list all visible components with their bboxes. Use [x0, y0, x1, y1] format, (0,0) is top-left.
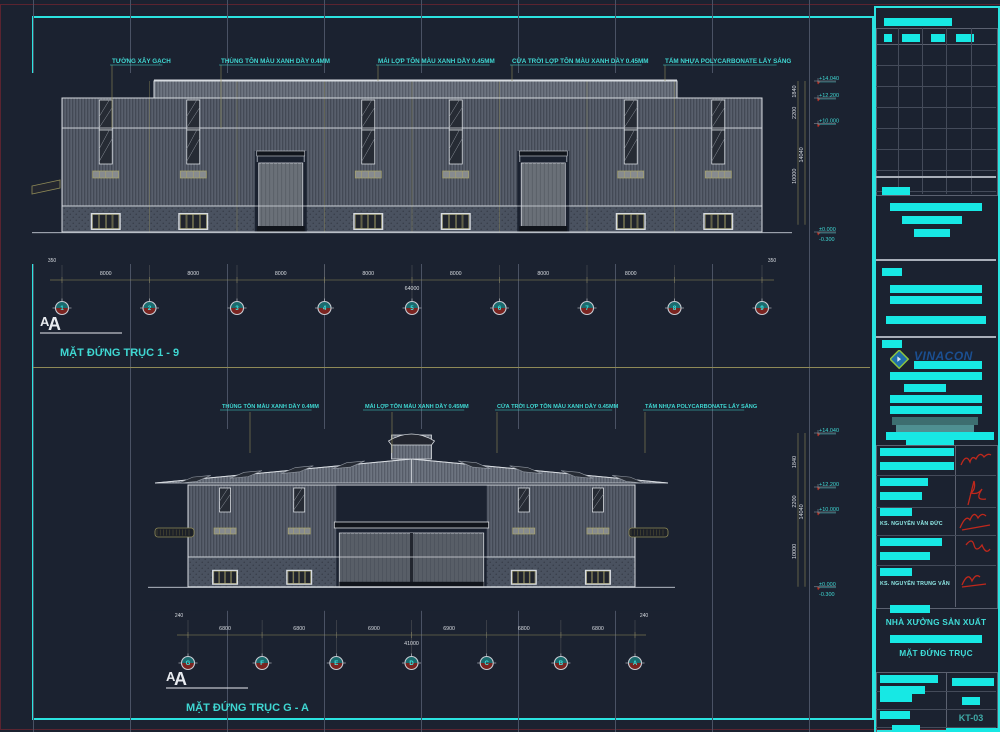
svg-text:-0.300: -0.300: [819, 592, 835, 598]
svg-text:64000: 64000: [405, 286, 420, 292]
svg-text:8000: 8000: [537, 271, 549, 277]
svg-text:MÁI LỢP TÔN MÀU XANH DẦY 0.45M: MÁI LỢP TÔN MÀU XANH DẦY 0.45MM: [365, 402, 469, 410]
svg-text:±0.000: ±0.000: [819, 227, 836, 233]
svg-text:10000: 10000: [792, 169, 798, 184]
svg-text:8000: 8000: [362, 271, 374, 277]
svg-text:14040: 14040: [799, 504, 805, 519]
svg-text:6800: 6800: [219, 626, 231, 632]
svg-text:6800: 6800: [592, 626, 604, 632]
svg-text:G: G: [186, 661, 191, 667]
svg-text:MẶT ĐỨNG TRỤC 1 - 9: MẶT ĐỨNG TRỤC 1 - 9: [60, 346, 179, 359]
svg-text:MÁI LỢP TÔN MÀU XANH DẦY 0.45M: MÁI LỢP TÔN MÀU XANH DẦY 0.45MM: [378, 55, 495, 65]
svg-text:6900: 6900: [443, 626, 455, 632]
svg-text:THÙNG TÔN MÀU XANH DẦY 0.4MM: THÙNG TÔN MÀU XANH DẦY 0.4MM: [222, 402, 319, 410]
svg-text:CỬA TRỜI LỢP TÔN MÀU XANH DẦY: CỬA TRỜI LỢP TÔN MÀU XANH DẦY 0.45MM: [512, 55, 649, 65]
svg-text:+12.200: +12.200: [819, 93, 839, 99]
svg-text:E: E: [334, 661, 338, 667]
svg-text:6800: 6800: [293, 626, 305, 632]
svg-text:F: F: [260, 661, 264, 667]
svg-text:+12.200: +12.200: [819, 482, 839, 488]
svg-text:240: 240: [640, 613, 649, 619]
svg-text:6800: 6800: [518, 626, 530, 632]
svg-text:TẤM NHỰA POLYCARBONATE LẤY SÁN: TẤM NHỰA POLYCARBONATE LẤY SÁNG: [665, 55, 791, 65]
svg-text:8000: 8000: [450, 271, 462, 277]
svg-text:±0.000: ±0.000: [819, 582, 836, 588]
svg-text:10000: 10000: [792, 544, 798, 559]
svg-text:14040: 14040: [799, 147, 805, 162]
svg-text:C: C: [485, 661, 490, 667]
svg-text:1840: 1840: [792, 85, 798, 97]
svg-text:A: A: [48, 314, 61, 334]
svg-text:8000: 8000: [187, 271, 199, 277]
svg-text:TƯỜNG XÂY GẠCH: TƯỜNG XÂY GẠCH: [112, 56, 171, 65]
svg-text:B: B: [559, 661, 564, 667]
svg-text:A: A: [633, 661, 638, 667]
svg-text:1840: 1840: [792, 456, 798, 468]
svg-text:CỬA TRỜI LỢP TÔN MÀU XANH DẦY: CỬA TRỜI LỢP TÔN MÀU XANH DẦY 0.45MM: [497, 402, 619, 410]
svg-text:-0.300: -0.300: [819, 237, 835, 243]
svg-text:THÙNG TÔN MÀU XANH DẦY 0.4MM: THÙNG TÔN MÀU XANH DẦY 0.4MM: [221, 55, 330, 65]
svg-text:A: A: [174, 669, 187, 689]
svg-text:2200: 2200: [792, 107, 798, 119]
svg-text:TẤM NHỰA POLYCARBONATE LẤY SÁN: TẤM NHỰA POLYCARBONATE LẤY SÁNG: [645, 403, 757, 410]
svg-text:8000: 8000: [100, 271, 112, 277]
svg-text:+14.040: +14.040: [819, 428, 839, 434]
svg-text:6900: 6900: [368, 626, 380, 632]
svg-text:D: D: [409, 661, 414, 667]
svg-text:8000: 8000: [275, 271, 287, 277]
svg-text:MẶT ĐỨNG TRỤC G - A: MẶT ĐỨNG TRỤC G - A: [186, 701, 309, 714]
svg-text:+14.040: +14.040: [819, 76, 839, 82]
svg-text:+10.000: +10.000: [819, 507, 839, 513]
svg-text:2200: 2200: [792, 495, 798, 507]
svg-text:350: 350: [48, 258, 57, 264]
svg-text:8000: 8000: [625, 271, 637, 277]
svg-text:41000: 41000: [404, 641, 419, 647]
svg-text:240: 240: [175, 613, 184, 619]
svg-text:+10.000: +10.000: [819, 119, 839, 125]
svg-text:350: 350: [768, 258, 777, 264]
